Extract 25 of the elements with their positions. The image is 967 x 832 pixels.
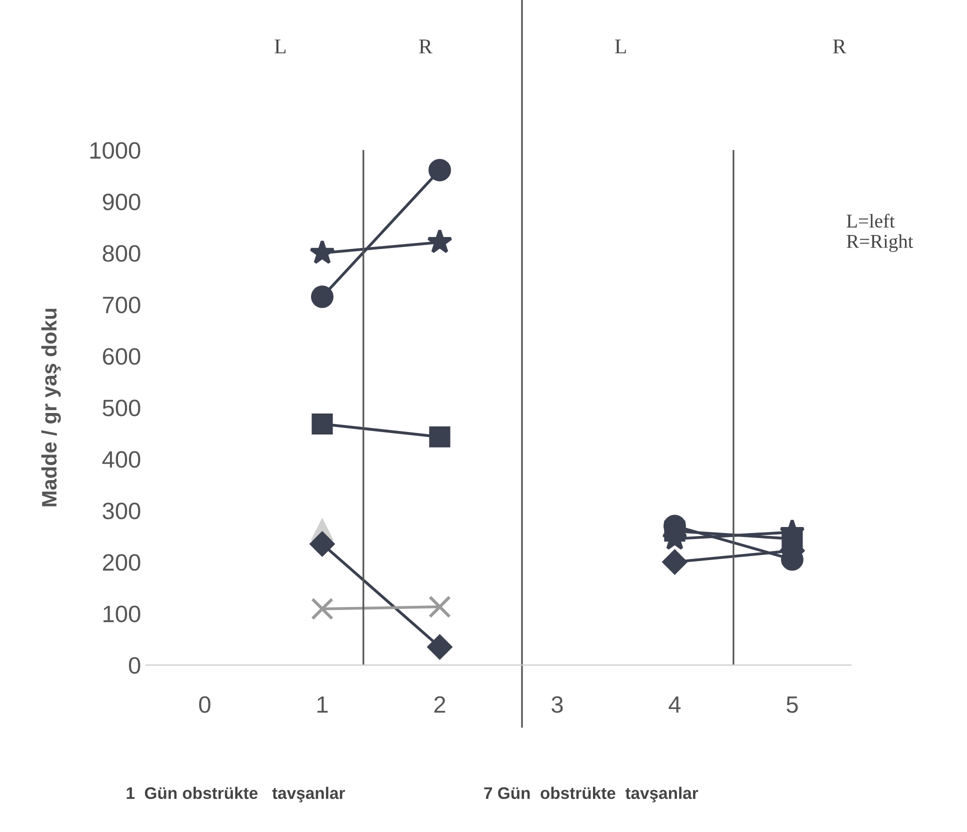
x-tick-label: 0 xyxy=(199,696,210,713)
x-tick-label: 3 xyxy=(552,696,563,713)
y-axis-title: Madde / gr yaş doku xyxy=(41,308,61,506)
y-tick-label: 400 xyxy=(102,451,140,468)
x-tick-label: 5 xyxy=(786,696,798,713)
y-tick-label: 900 xyxy=(102,194,140,210)
y-tick-label: 0 xyxy=(128,657,140,674)
x-tick-label: 1 xyxy=(317,696,328,713)
y-tick-label: 300 xyxy=(102,502,140,520)
text: 1 Gün obstrükte tavşanlar xyxy=(126,786,345,802)
y-tick-label: 600 xyxy=(102,348,140,365)
text: 7 Gün obstrükte tavşanlar xyxy=(484,786,698,802)
x-tick-label: 2 xyxy=(434,696,446,713)
text: R xyxy=(419,40,432,54)
text: L xyxy=(615,40,626,54)
y-tick-label: 500 xyxy=(102,400,140,416)
y-tick-label: 700 xyxy=(102,296,140,314)
y-tick-label: 1000 xyxy=(90,142,140,159)
x-tick-label: 4 xyxy=(668,696,681,713)
y-tick-label: 100 xyxy=(104,606,140,622)
y-tick-label: 200 xyxy=(102,554,140,571)
text: L xyxy=(274,40,286,54)
annotation: L=left R=Right xyxy=(846,214,914,252)
y-tick-label: 800 xyxy=(102,245,140,262)
text: R xyxy=(833,40,846,54)
